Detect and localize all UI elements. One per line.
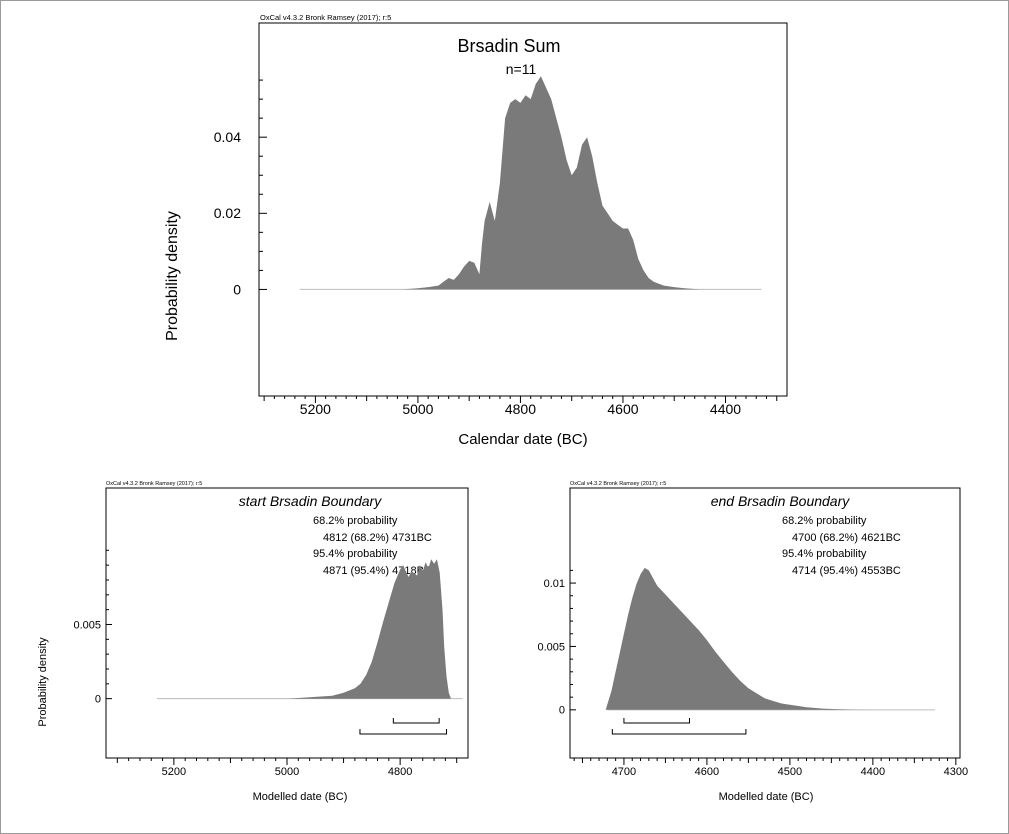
y-axis: 0 0.005 0.01 [537,569,576,717]
x-tick-label: 4700 [612,766,636,778]
x-axis: 4700 4600 4500 4400 4300 [573,758,968,778]
x-axis: 5200 5000 4800 4600 4400 [263,396,778,417]
y-tick-label: 0.02 [214,205,241,221]
probability-annotation: 4714 (95.4%) 4553BC [792,565,901,577]
density-area [605,567,890,710]
density-area [287,559,451,699]
chart-sum: OxCal v4.3.2 Bronk Ramsey (2017); r:5 Brs… [164,13,788,448]
y-axis: 0 0.005 [73,549,112,706]
plot-frame [258,22,788,397]
x-tick-label: 4800 [505,401,536,417]
y-tick-label: 0 [559,705,565,717]
credit-text: OxCal v4.3.2 Bronk Ramsey (2017); r:5 [106,481,202,487]
y-tick-label: 0 [233,281,241,297]
y-tick-label: 0.005 [537,641,565,653]
probability-annotation: 68.2% probability [782,515,867,527]
x-tick-label: 5000 [402,401,433,417]
credit-text: OxCal v4.3.2 Bronk Ramsey (2017); r:5 [570,481,666,487]
probability-annotation: 68.2% probability [313,515,398,527]
x-axis-label: Modelled date (BC) [253,791,348,803]
probability-annotation: 95.4% probability [313,548,398,560]
x-tick-label: 4300 [944,766,968,778]
y-tick-label: 0.01 [544,578,565,590]
credit-text: OxCal v4.3.2 Bronk Ramsey (2017); r:5 [260,13,391,22]
x-tick-label: 4800 [388,766,412,778]
x-tick-label: 5200 [300,401,331,417]
density-area [402,76,700,290]
y-tick-label: 0 [95,694,101,706]
x-tick-label: 4400 [861,766,885,778]
range-bracket-68-2 [392,718,440,724]
probability-annotation: 4700 (68.2%) 4621BC [792,532,901,544]
x-tick-label: 4600 [607,401,638,417]
y-axis: 0 0.02 0.04 [214,79,267,297]
chart-subtitle: n=11 [506,61,537,77]
chart-end: OxCal v4.3.2 Bronk Ramsey (2017); r:5 end… [537,481,968,803]
y-axis-label: Probability density [164,211,181,341]
x-axis-label: Modelled date (BC) [719,791,814,803]
chart-start: OxCal v4.3.2 Bronk Ramsey (2017); r:5 sta… [37,481,469,803]
probability-annotation: 95.4% probability [782,548,867,560]
chart-title: end Brsadin Boundary [711,493,851,509]
x-axis-label: Calendar date (BC) [458,431,587,448]
y-tick-label: 0.005 [73,619,101,631]
y-tick-label: 0.04 [214,129,241,145]
y-axis-label: Probability density [37,637,49,727]
x-tick-label: 5000 [275,766,299,778]
chart-title: start Brsadin Boundary [239,493,382,509]
x-tick-label: 4600 [695,766,719,778]
x-axis: 5200 5000 4800 [116,758,458,778]
probability-annotation: 4812 (68.2%) 4731BC [323,532,432,544]
x-tick-label: 5200 [162,766,186,778]
range-bracket-95-4 [359,729,448,735]
x-tick-label: 4500 [778,766,802,778]
range-bracket-68-2 [623,718,690,724]
chart-title: Brsadin Sum [457,36,560,56]
range-bracket-95-4 [611,729,747,735]
x-tick-label: 4400 [710,401,741,417]
